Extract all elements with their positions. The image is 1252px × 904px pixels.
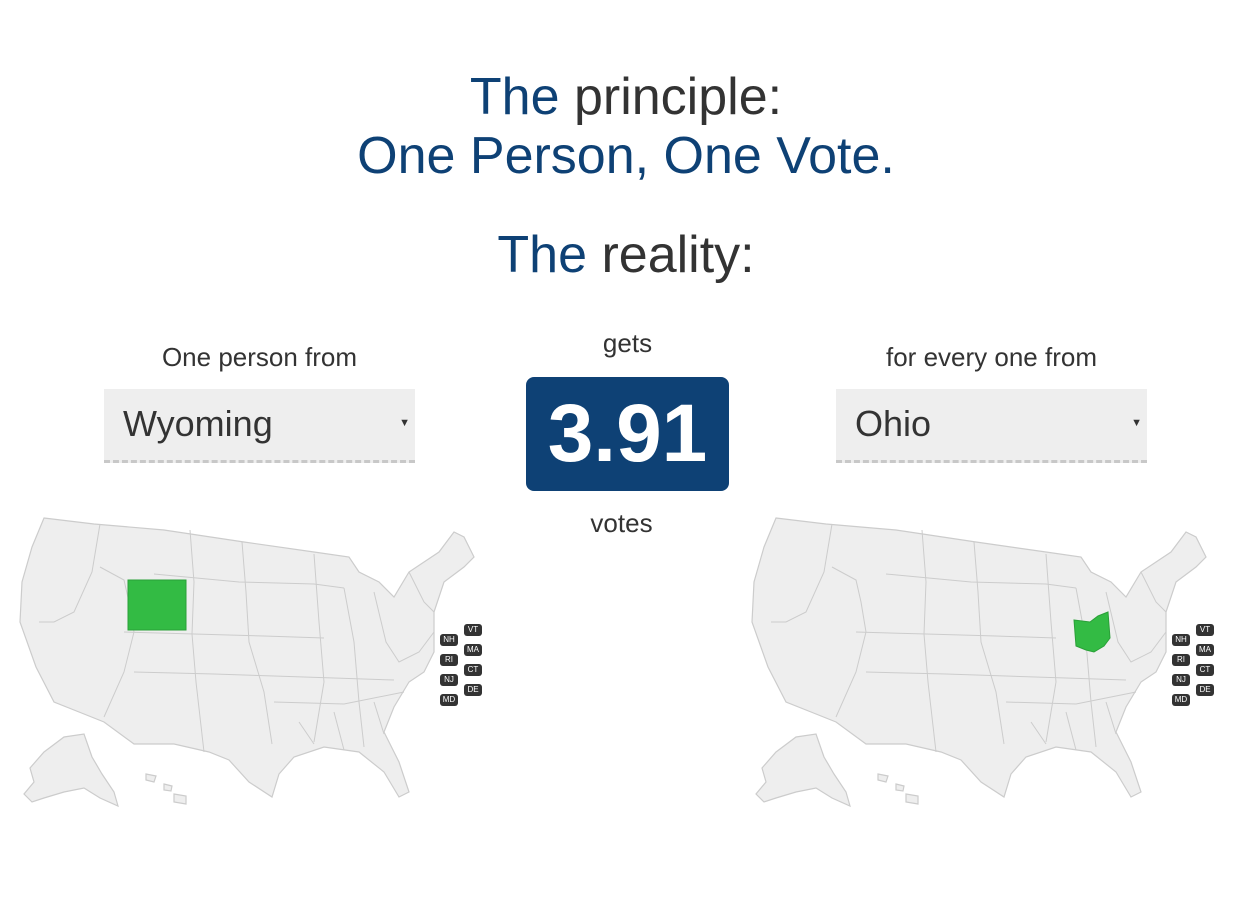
state-tag-vt[interactable]: VT (464, 624, 482, 636)
hawaii (877, 773, 919, 805)
left-caption: One person from (161, 342, 358, 372)
state-tag-nh[interactable]: NH (440, 634, 458, 646)
left-small-state-tags: VT NH MA RI CT NJ DE MD (440, 624, 490, 710)
left-state-value: Wyoming (123, 403, 273, 444)
state-tag-md[interactable]: MD (1172, 694, 1190, 706)
state-tag-md[interactable]: MD (440, 694, 458, 706)
votes-label: votes (590, 508, 653, 538)
alaska (23, 733, 119, 808)
right-small-state-tags: VT NH MA RI CT NJ DE MD (1172, 624, 1222, 710)
state-highlight (127, 579, 187, 631)
principle-heading: The principle: (0, 68, 1252, 126)
state-tag-de[interactable]: DE (1196, 684, 1214, 696)
state-highlight (1073, 611, 1111, 653)
state-tag-ct[interactable]: CT (1196, 664, 1214, 676)
us-mainland (751, 517, 1207, 798)
reality-prefix: The (497, 226, 587, 284)
alaska (755, 733, 851, 808)
gets-label: gets (602, 328, 653, 358)
state-tag-ri[interactable]: RI (1172, 654, 1190, 666)
state-tag-de[interactable]: DE (464, 684, 482, 696)
state-tag-nj[interactable]: NJ (1172, 674, 1190, 686)
caret-down-icon: ▼ (1131, 417, 1142, 429)
state-tag-ri[interactable]: RI (440, 654, 458, 666)
state-tag-vt[interactable]: VT (1196, 624, 1214, 636)
state-tag-nh[interactable]: NH (1172, 634, 1190, 646)
state-tag-ma[interactable]: MA (1196, 644, 1214, 656)
right-state-value: Ohio (855, 403, 932, 444)
right-caption: for every one from (886, 342, 1097, 372)
right-us-map (746, 512, 1216, 812)
hawaii (145, 773, 187, 805)
principle-prefix: The (469, 68, 560, 126)
reality-heading: The reality: (0, 226, 1252, 284)
caret-down-icon: ▼ (399, 417, 410, 429)
left-us-map (14, 512, 484, 812)
motto-heading: One Person, One Vote. (357, 127, 895, 185)
vote-ratio-value: 3.91 (526, 377, 729, 491)
state-tag-nj[interactable]: NJ (440, 674, 458, 686)
right-state-select[interactable]: Ohio ▼ (836, 389, 1147, 463)
left-state-select[interactable]: Wyoming ▼ (104, 389, 415, 463)
reality-word: reality: (601, 226, 755, 284)
state-tag-ct[interactable]: CT (464, 664, 482, 676)
principle-word: principle: (573, 68, 783, 126)
state-tag-ma[interactable]: MA (464, 644, 482, 656)
